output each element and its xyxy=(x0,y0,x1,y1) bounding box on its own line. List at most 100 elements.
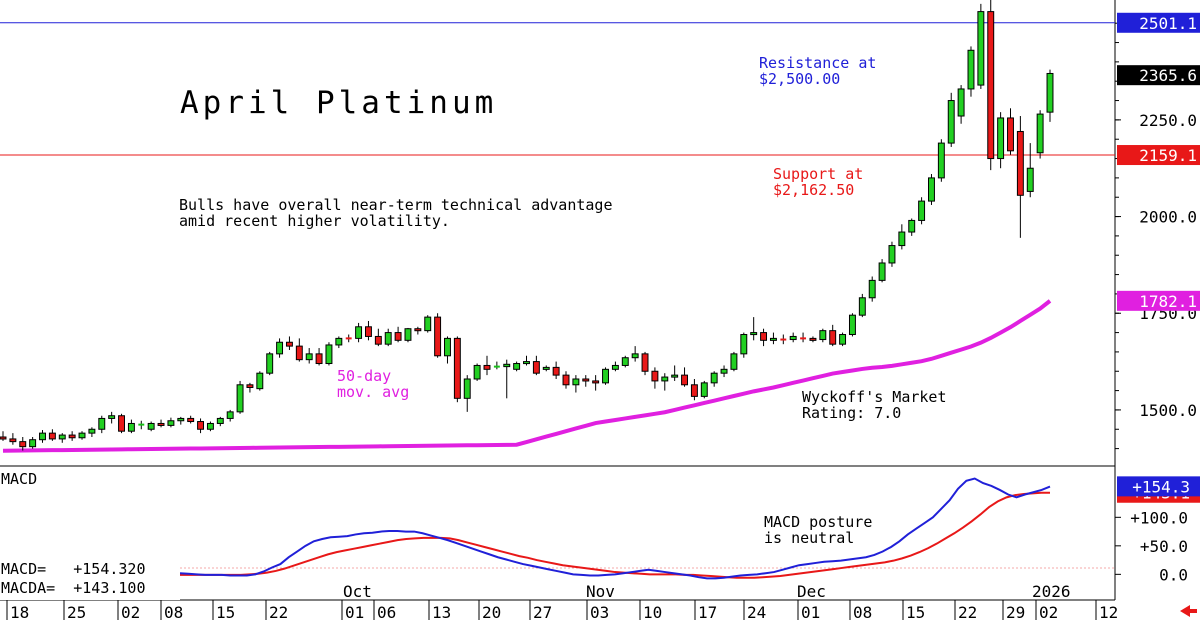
candle xyxy=(631,346,639,362)
commentary-line1: Bulls have overall near-term technical a… xyxy=(179,196,612,214)
candle xyxy=(138,420,145,430)
candle-body-down xyxy=(681,374,689,386)
candle-body-down xyxy=(690,384,698,397)
candle xyxy=(236,380,244,414)
candle-body-up xyxy=(611,364,619,370)
price-tick-label: 1500.0 xyxy=(1139,401,1197,420)
candle xyxy=(839,332,847,347)
macd-annotation-line1: MACD posture xyxy=(764,513,872,531)
candle-body-down xyxy=(651,370,659,382)
candle xyxy=(513,361,521,372)
candle xyxy=(878,259,886,283)
candle xyxy=(671,365,679,381)
candle xyxy=(769,332,777,345)
candle-body-up xyxy=(789,335,797,341)
candle-body-up xyxy=(177,417,185,422)
candle-body-up xyxy=(700,382,708,397)
candle xyxy=(19,436,27,451)
candle xyxy=(98,415,106,434)
candle xyxy=(987,0,995,171)
candle-body-up xyxy=(572,378,580,386)
time-tick-label: 02 xyxy=(121,603,140,622)
candle-body-up xyxy=(39,432,46,441)
candle-body-up xyxy=(523,361,530,365)
candle-body-down xyxy=(434,316,442,357)
candle-body-down xyxy=(197,421,205,430)
candle xyxy=(197,418,205,434)
candle xyxy=(68,431,76,441)
candle-body-up xyxy=(236,384,244,413)
candle-body-down xyxy=(295,345,303,361)
price-tick-label: 2250.0 xyxy=(1139,111,1197,130)
candle xyxy=(266,351,274,376)
macd-annotation-line2: is neutral xyxy=(764,529,854,547)
macd-tick-label: +100.0 xyxy=(1130,508,1188,527)
macda-line xyxy=(180,491,1050,579)
candle xyxy=(710,371,718,387)
candle xyxy=(947,92,955,147)
candle xyxy=(118,413,125,434)
candlesticks xyxy=(0,0,1054,451)
candle-body-down xyxy=(118,415,125,432)
candle xyxy=(177,416,185,425)
chart-title: April Platinum xyxy=(180,85,497,121)
candle-body-up xyxy=(661,376,669,382)
candle xyxy=(681,367,689,387)
ma-label-line1: 50-day xyxy=(337,367,391,385)
candle-body-down xyxy=(483,364,491,370)
candle xyxy=(1007,108,1014,155)
candle-body-up xyxy=(819,330,827,341)
candle xyxy=(819,328,827,343)
candle-body-up xyxy=(167,420,175,426)
price-label-text: 1782.1 xyxy=(1139,292,1197,311)
price-label-text: 2501.1 xyxy=(1139,14,1197,33)
candle xyxy=(246,382,254,393)
candle xyxy=(88,427,96,437)
macd-tick-label: +50.0 xyxy=(1140,537,1188,556)
candle xyxy=(918,197,926,225)
candle-body-up xyxy=(888,245,896,264)
candle xyxy=(444,336,451,364)
candle-body-down xyxy=(285,341,293,347)
candle-body-up xyxy=(878,262,886,281)
candle-body-up xyxy=(898,231,906,247)
month-label: Oct xyxy=(343,582,372,601)
candle-body-up xyxy=(463,378,471,399)
time-tick-label: 03 xyxy=(590,603,609,622)
candle-body-up xyxy=(928,177,935,202)
candle xyxy=(760,328,768,347)
candle-body-up xyxy=(542,366,550,370)
candle-body-up xyxy=(78,432,86,439)
price-label-bg xyxy=(1117,145,1200,166)
candle-body-down xyxy=(453,337,461,399)
candle-body-up xyxy=(967,49,975,90)
scroll-left-arrow-icon[interactable] xyxy=(1180,605,1197,617)
candle-body-up xyxy=(997,117,1005,160)
candle xyxy=(226,409,234,422)
time-tick-label: 13 xyxy=(432,603,451,622)
candle-body-up xyxy=(1026,167,1034,192)
candle-body-up xyxy=(1046,72,1054,113)
candle xyxy=(552,361,560,379)
candle-body-up xyxy=(839,334,847,345)
candle xyxy=(928,174,935,205)
macd-tick-label: 0.0 xyxy=(1159,565,1188,584)
price-label-bg xyxy=(1117,65,1200,86)
candle xyxy=(690,378,698,401)
time-tick-label: 29 xyxy=(1006,603,1025,622)
candle-body-up xyxy=(29,439,37,448)
candle-body-up xyxy=(424,316,432,332)
candle xyxy=(463,375,471,412)
month-label: Nov xyxy=(586,582,615,601)
candle-body-down xyxy=(364,326,372,337)
candle-body-up xyxy=(868,279,876,299)
candle xyxy=(937,139,945,182)
candle xyxy=(809,336,817,343)
resistance-label-line1: Resistance at xyxy=(759,54,876,72)
time-axis: 18 25 02 08 15 22 01 06 13 20 27 03 10 17 24 01 08 15 22 29… xyxy=(6,582,1118,622)
candle-body-down xyxy=(374,335,382,345)
candle xyxy=(503,359,511,399)
price-tick-label: 2000.0 xyxy=(1139,208,1197,227)
candle-body-down xyxy=(532,361,540,374)
time-tick-label: 06 xyxy=(377,603,396,622)
